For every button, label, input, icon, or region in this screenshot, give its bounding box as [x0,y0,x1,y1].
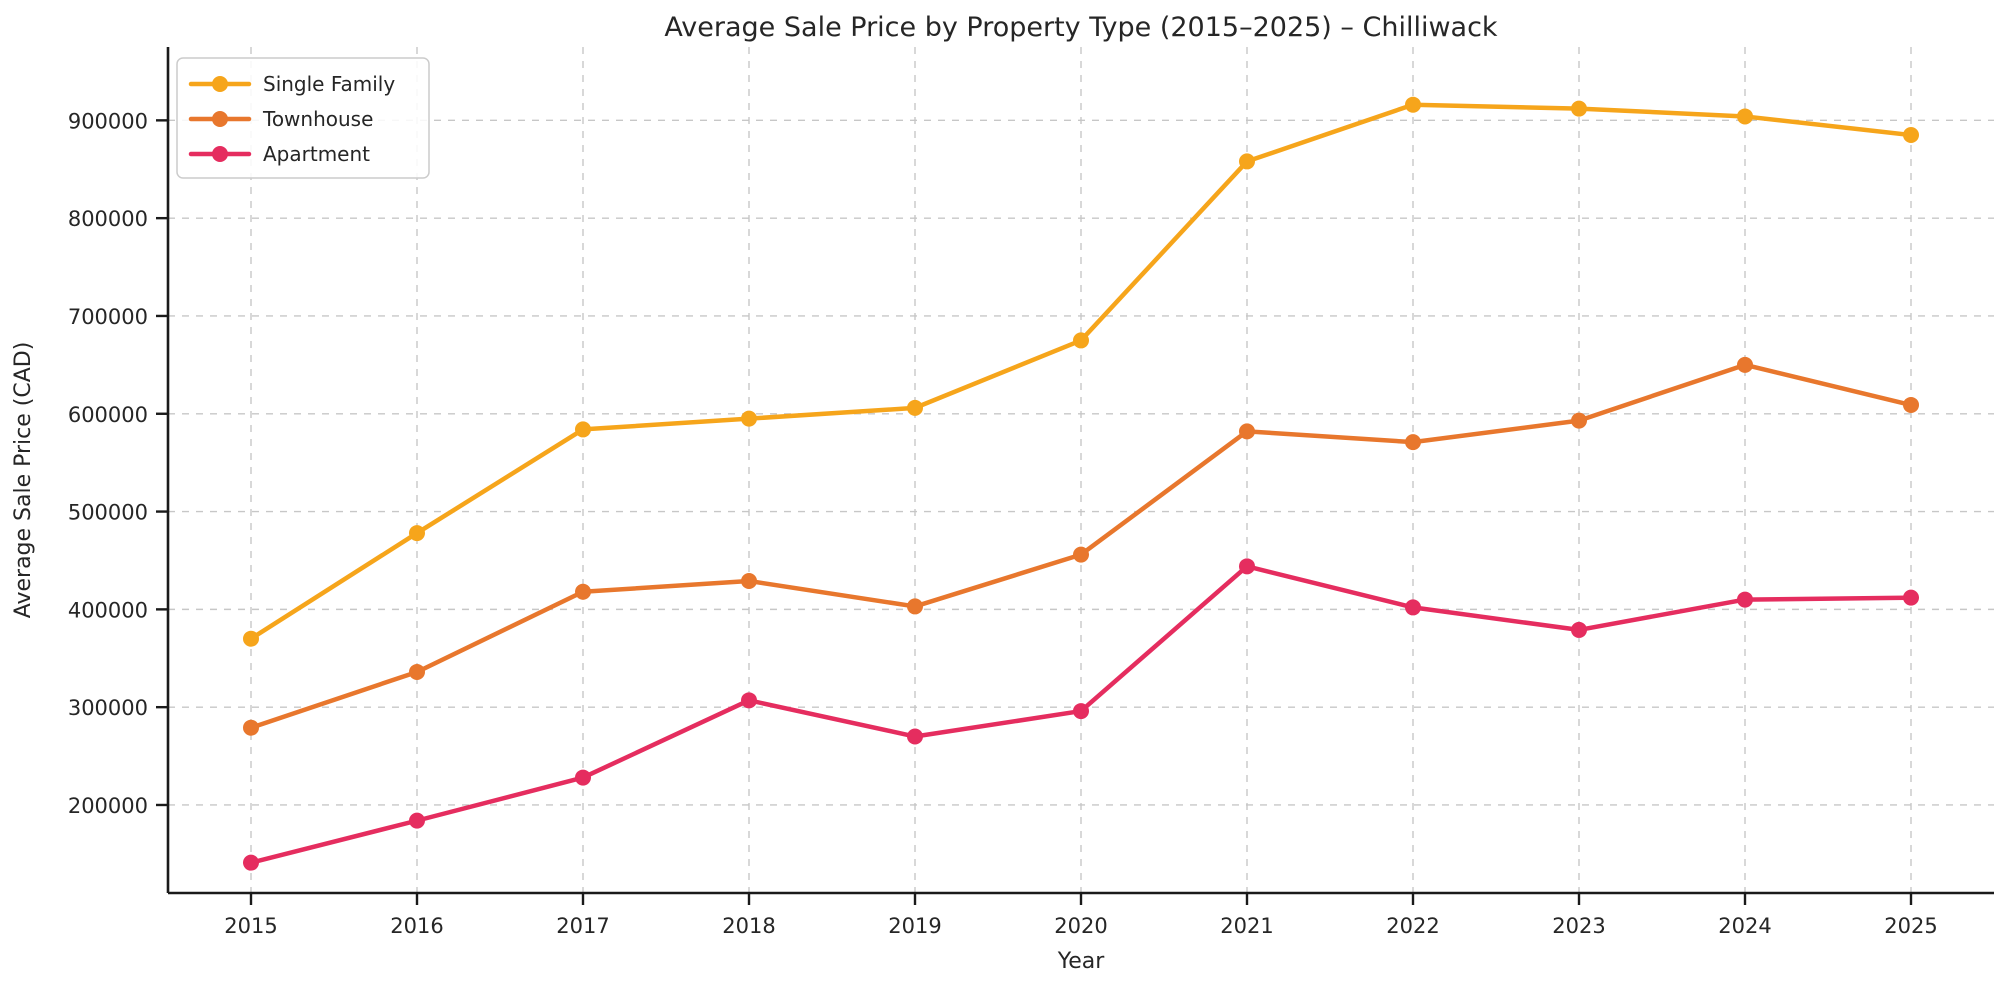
data-point-townhouse [741,573,757,590]
data-point-single-family [907,399,923,416]
data-series [243,96,1919,871]
data-point-townhouse [907,598,923,615]
data-point-townhouse [1737,356,1753,373]
legend-marker-apartment [212,146,228,162]
data-point-apartment [1903,589,1919,606]
y-tick-label: 900000 [68,109,148,133]
data-point-single-family [1073,332,1089,349]
data-point-townhouse [409,663,425,680]
legend-box [176,57,430,179]
data-point-apartment [1073,703,1089,720]
x-tick-label: 2017 [556,914,609,938]
data-point-single-family [1405,96,1421,113]
y-tick-label: 400000 [68,598,148,622]
x-tick-label: 2016 [390,914,443,938]
data-point-townhouse [243,719,259,736]
x-tick-label: 2020 [1054,914,1107,938]
data-point-townhouse [1571,412,1587,429]
data-point-apartment [575,769,591,786]
data-point-apartment [1571,621,1587,638]
x-tick-label: 2019 [888,914,941,938]
data-point-apartment [741,692,757,709]
x-tick-label: 2023 [1552,914,1605,938]
y-tick-label: 200000 [68,794,148,818]
y-tick-label: 300000 [68,696,148,720]
x-tick-label: 2021 [1220,914,1273,938]
data-point-townhouse [1405,434,1421,451]
data-point-apartment [409,812,425,829]
gridlines [168,47,1994,893]
data-point-single-family [1737,108,1753,125]
axis-ticks [156,119,1913,905]
y-tick-label: 500000 [68,501,148,525]
legend-label-townhouse: Townhouse [262,107,373,131]
data-point-single-family [575,421,591,438]
data-point-apartment [1737,591,1753,608]
data-point-single-family [409,525,425,542]
data-point-single-family [1239,153,1255,170]
x-tick-label: 2015 [224,914,277,938]
y-tick-label: 800000 [68,207,148,231]
x-axis-label: Year [1057,949,1106,974]
legend-label-single-family: Single Family [263,72,395,96]
legend: Single Family Townhouse Apartment [176,57,430,179]
data-point-apartment [1239,558,1255,575]
data-point-townhouse [1239,423,1255,440]
chart-title: Average Sale Price by Property Type (201… [664,12,1498,43]
x-tick-label: 2022 [1386,914,1439,938]
data-point-single-family [243,630,259,647]
data-point-townhouse [1073,546,1089,563]
y-tick-label: 700000 [68,305,148,329]
x-tick-label: 2025 [1884,914,1937,938]
data-point-apartment [243,854,259,871]
data-point-single-family [741,410,757,427]
y-axis-label: Average Sale Price (CAD) [11,342,36,619]
data-point-townhouse [575,583,591,600]
series-line-townhouse [248,362,1914,730]
legend-marker-single-family [212,76,228,92]
legend-label-apartment: Apartment [263,142,370,166]
data-point-apartment [907,728,923,745]
data-point-apartment [1405,599,1421,616]
tick-labels: 200000 300000 400000 500000 600000 700000 8000… [68,109,1938,938]
x-tick-label: 2018 [722,914,775,938]
legend-marker-townhouse [212,111,228,127]
x-tick-label: 2024 [1718,914,1771,938]
data-point-townhouse [1903,396,1919,413]
data-point-single-family [1903,127,1919,144]
y-tick-label: 600000 [68,403,148,427]
data-point-single-family [1571,100,1587,117]
